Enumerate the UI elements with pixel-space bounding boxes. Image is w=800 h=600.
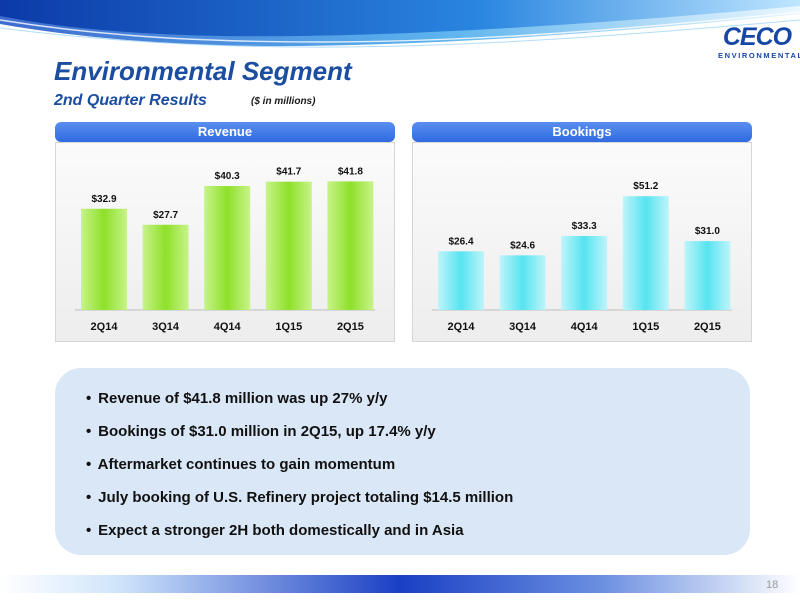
- summary-bullet: • July booking of U.S. Refinery project …: [86, 488, 513, 521]
- bookings-chart-panel: Bookings $26.4 2Q14 $24.6 3Q14 $33.3 4Q14 $51.…: [412, 122, 752, 342]
- revenue-data-label: $41.8: [338, 166, 363, 177]
- bookings-category-label: 3Q14: [509, 321, 537, 333]
- ceco-environmental-logo: CECO ENVIRONMENTAL: [718, 23, 800, 64]
- bookings-data-label: $33.3: [572, 221, 597, 232]
- bullet-marker: •: [86, 456, 92, 473]
- page-subtitle: 2nd Quarter Results: [54, 92, 207, 109]
- revenue-data-label: $41.7: [276, 167, 301, 178]
- bookings-data-label: $24.6: [510, 240, 535, 251]
- bookings-category-label: 1Q15: [632, 321, 659, 333]
- bullet-text: Expect a stronger 2H both domestically a…: [98, 522, 464, 539]
- bookings-bar: [438, 251, 484, 310]
- revenue-data-label: $40.3: [215, 171, 240, 182]
- logo-subtitle: ENVIRONMENTAL: [718, 51, 800, 60]
- bullet-text: Revenue of $41.8 million was up 27% y/y: [98, 390, 388, 407]
- revenue-chart-title: Revenue: [55, 122, 395, 142]
- bookings-chart-title: Bookings: [412, 122, 752, 142]
- bullet-marker: •: [86, 522, 92, 539]
- revenue-bar: [265, 181, 312, 310]
- bullet-text: July booking of U.S. Refinery project to…: [98, 489, 514, 506]
- revenue-category-label: 2Q14: [91, 321, 119, 333]
- revenue-bar: [327, 181, 374, 310]
- summary-box: [55, 368, 750, 555]
- revenue-data-label: $27.7: [153, 210, 178, 221]
- revenue-category-label: 3Q14: [152, 321, 180, 333]
- revenue-bar: [81, 208, 127, 310]
- bookings-category-label: 2Q14: [448, 321, 476, 333]
- bullet-text: Bookings of $31.0 million in 2Q15, up 17…: [98, 423, 436, 440]
- revenue-category-label: 4Q14: [214, 321, 242, 333]
- bookings-bar-chart: $26.4 2Q14 $24.6 3Q14 $33.3 4Q14 $51.2 1Q15 $31.…: [432, 181, 732, 333]
- bookings-category-label: 2Q15: [694, 321, 721, 333]
- revenue-data-label: $32.9: [91, 194, 116, 205]
- bullet-marker: •: [86, 423, 92, 440]
- bookings-category-label: 4Q14: [571, 321, 599, 333]
- bookings-bar: [561, 236, 608, 310]
- page-number: 18: [766, 579, 779, 591]
- bookings-data-label: $51.2: [633, 181, 658, 192]
- summary-bullet: • Expect a stronger 2H both domestically…: [86, 521, 513, 554]
- bookings-data-label: $26.4: [448, 236, 473, 247]
- revenue-category-label: 1Q15: [275, 321, 302, 333]
- units-note: ($ in millions): [251, 96, 316, 107]
- revenue-category-label: 2Q15: [337, 321, 364, 333]
- revenue-chart-panel: Revenue $32.9 2Q14 $27.7 3Q14 $40.3 4Q14 $41.7…: [55, 122, 395, 342]
- bookings-bar: [499, 255, 546, 310]
- bullet-marker: •: [86, 390, 92, 407]
- footer-gradient-strip: [0, 575, 800, 593]
- logo-mark: CECO: [722, 23, 792, 51]
- header-swoosh-decoration: [0, 0, 800, 48]
- bookings-bar: [684, 241, 731, 310]
- summary-bullet: • Revenue of $41.8 million was up 27% y/…: [86, 389, 513, 422]
- page-title: Environmental Segment: [54, 56, 352, 86]
- revenue-bar: [142, 224, 189, 310]
- summary-bullet: • Bookings of $31.0 million in 2Q15, up …: [86, 422, 513, 455]
- revenue-bar-chart: $32.9 2Q14 $27.7 3Q14 $40.3 4Q14 $41.7 1Q15 $41.…: [75, 166, 375, 333]
- bookings-data-label: $31.0: [695, 226, 720, 237]
- summary-bullet: • Aftermarket continues to gain momentum: [86, 455, 513, 488]
- bullet-marker: •: [86, 489, 92, 506]
- bullet-text: Aftermarket continues to gain momentum: [97, 456, 396, 473]
- revenue-bar: [204, 186, 251, 310]
- bookings-bar: [622, 196, 669, 310]
- summary-bullet-list: • Revenue of $41.8 million was up 27% y/…: [86, 389, 513, 554]
